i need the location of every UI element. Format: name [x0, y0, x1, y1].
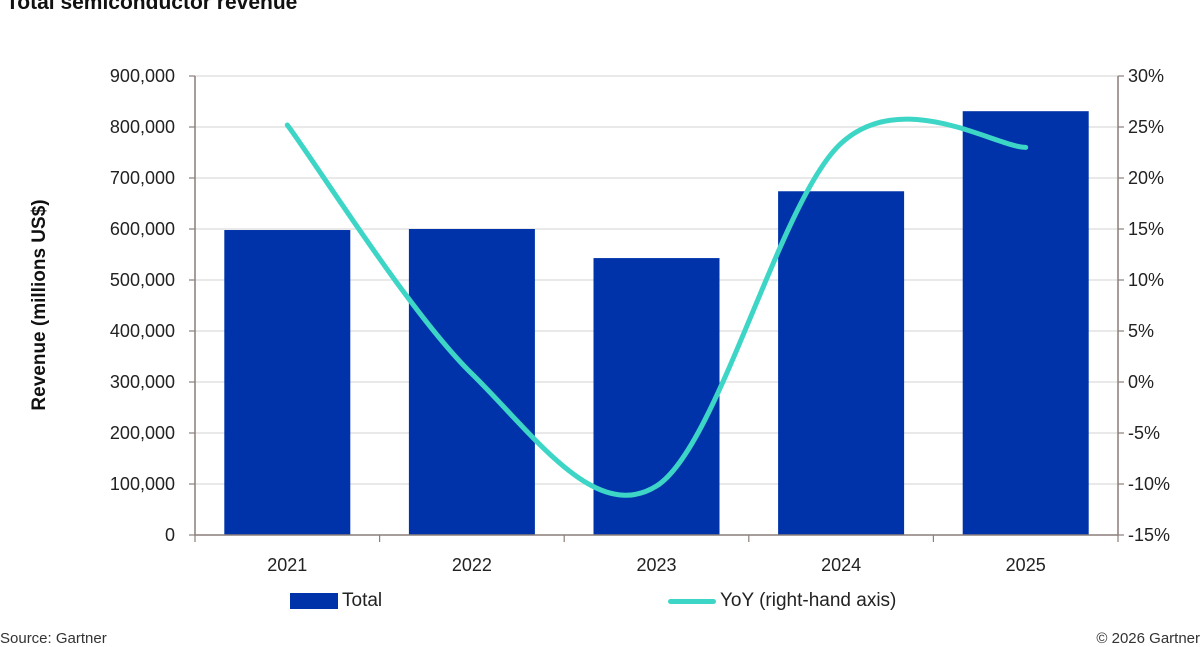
bar-2021 [224, 230, 351, 535]
x-tick-label: 2024 [821, 555, 861, 575]
y2-tick-label: 20% [1128, 168, 1164, 188]
legend-item-yoy: YoY (right-hand axis) [668, 590, 896, 612]
y-tick-label: 500,000 [110, 270, 175, 290]
y-tick-label: 900,000 [110, 66, 175, 86]
x-tick-label: 2022 [452, 555, 492, 575]
bar-2022 [408, 229, 535, 535]
x-tick-label: 2025 [1006, 555, 1046, 575]
y2-tick-label: 10% [1128, 270, 1164, 290]
y-tick-label: 100,000 [110, 474, 175, 494]
x-tick-label: 2023 [636, 555, 676, 575]
y-tick-label: 0 [165, 525, 175, 545]
y-tick-label: 400,000 [110, 321, 175, 341]
y2-tick-label: 15% [1128, 219, 1164, 239]
y-tick-label: 700,000 [110, 168, 175, 188]
legend-label: Total [342, 590, 383, 611]
y-axis-label: Revenue (millions US$) [29, 199, 50, 410]
legend-swatch-bar [290, 593, 338, 609]
y-tick-label: 300,000 [110, 372, 175, 392]
y2-tick-label: 5% [1128, 321, 1154, 341]
source-note: Source: Gartner [0, 630, 107, 647]
bar-2024 [778, 191, 905, 535]
y-tick-label: 800,000 [110, 117, 175, 137]
yoy-line [284, 116, 1029, 498]
legend-item-total: Total [290, 590, 382, 612]
y2-tick-label: 0% [1128, 372, 1154, 392]
chart-title: Total semiconductor revenue [6, 0, 298, 14]
y-tick-label: 200,000 [110, 423, 175, 443]
y-tick-label: 600,000 [110, 219, 175, 239]
y2-tick-label: 30% [1128, 66, 1164, 86]
y2-tick-label: 25% [1128, 117, 1164, 137]
x-tick-label: 2021 [267, 555, 307, 575]
copyright-note: © 2026 Gartner [1096, 630, 1200, 647]
y2-tick-label: -5% [1128, 423, 1160, 443]
bar-2025 [962, 111, 1089, 535]
legend-swatch-line [668, 598, 716, 604]
legend-label: YoY (right-hand axis) [720, 590, 897, 611]
y2-tick-label: -10% [1128, 474, 1170, 494]
y2-tick-label: -15% [1128, 525, 1170, 545]
